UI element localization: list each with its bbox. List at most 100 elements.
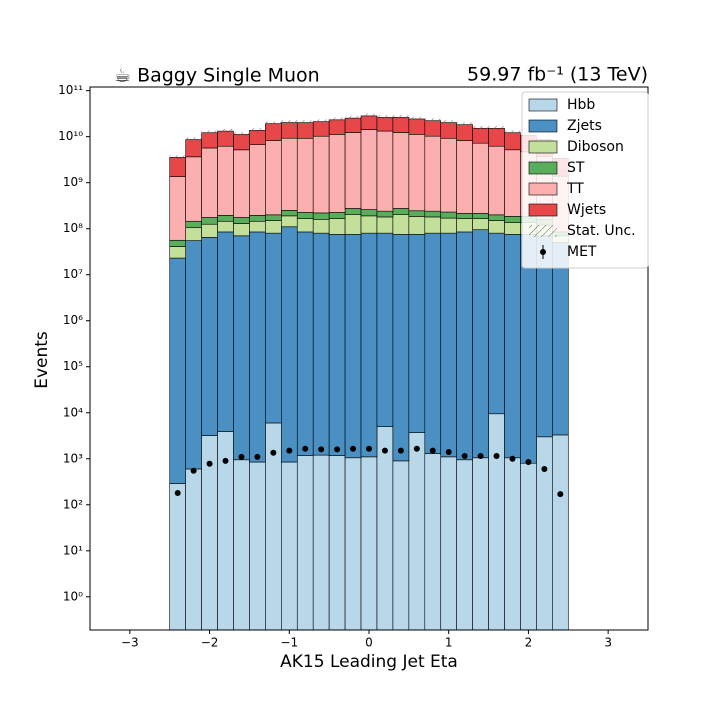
- data-point: [254, 453, 261, 460]
- histogram-bar: [408, 432, 426, 631]
- data-point: [445, 449, 452, 456]
- histogram-bar: [344, 132, 362, 209]
- uncertainty-band: [504, 130, 521, 135]
- histogram-bar: [265, 232, 282, 424]
- histogram-bar: [504, 457, 521, 631]
- uncertainty-band: [329, 117, 346, 123]
- data-point: [286, 447, 293, 454]
- histogram-bar: [233, 134, 250, 151]
- data-point: [525, 459, 532, 466]
- y-tick-label: 10⁴: [63, 405, 83, 419]
- y-tick-label: 10⁸: [63, 221, 83, 235]
- histogram-bar: [185, 227, 202, 241]
- histogram-bar: [360, 129, 378, 210]
- histogram-bar: [488, 145, 505, 216]
- histogram-bar: [233, 217, 250, 224]
- uncertainty-band: [424, 118, 441, 123]
- x-tick-label: 3: [604, 636, 612, 650]
- y-tick-label: 10⁵: [63, 359, 83, 373]
- histogram-bar: [520, 234, 537, 464]
- histogram-bar: [472, 229, 489, 459]
- histogram-bar: [217, 130, 234, 147]
- histogram-bar: [185, 468, 202, 631]
- y-tick-label: 10⁷: [63, 267, 83, 281]
- data-point: [334, 446, 341, 453]
- data-point: [206, 460, 213, 467]
- y-tick-label: 10¹: [63, 543, 83, 557]
- histogram-bar: [472, 213, 489, 219]
- histogram-bar: [281, 122, 298, 139]
- histogram-bar: [328, 455, 346, 631]
- legend-marker: [540, 249, 546, 255]
- histogram-bar: [376, 130, 394, 212]
- histogram-bar: [552, 434, 569, 631]
- histogram-bar: [424, 135, 442, 212]
- histogram-bar: [265, 220, 282, 234]
- histogram-bar: [408, 216, 426, 235]
- histogram-bar: [328, 134, 346, 213]
- histogram-bar: [408, 118, 426, 135]
- uncertainty-band: [249, 128, 266, 133]
- histogram-bar: [217, 145, 234, 216]
- histogram-bar: [249, 144, 266, 216]
- uncertainty-band: [392, 115, 409, 120]
- histogram-bar: [328, 234, 346, 456]
- x-axis-label: AK15 Leading Jet Eta: [280, 652, 458, 672]
- histogram-bar: [281, 137, 298, 211]
- histogram-bar: [201, 236, 218, 436]
- histogram-bar: [233, 223, 250, 237]
- histogram-bar: [169, 176, 186, 241]
- uncertainty-band: [281, 120, 298, 125]
- histogram-bar: [169, 483, 186, 631]
- data-point: [302, 445, 309, 452]
- histogram-bar: [312, 232, 330, 456]
- x-tick-label: 2: [525, 636, 533, 650]
- histogram-bar: [185, 156, 202, 222]
- histogram-bar: [201, 147, 218, 218]
- histogram-bar: [249, 215, 266, 222]
- legend-swatch: [528, 140, 558, 154]
- data-point: [477, 452, 484, 459]
- histogram-bar: [360, 232, 378, 458]
- y-tick-label: 10¹¹: [58, 83, 83, 97]
- data-point: [461, 452, 468, 459]
- histogram-bar: [456, 213, 473, 219]
- legend-swatch: [528, 119, 558, 133]
- x-tick-label: 1: [445, 636, 453, 650]
- data-point: [318, 446, 325, 453]
- histogram-bar: [440, 217, 457, 234]
- data-point: [238, 453, 245, 460]
- histogram-bar: [488, 220, 505, 234]
- legend-swatch: [528, 203, 558, 217]
- histogram-bar: [392, 117, 410, 133]
- histogram-bar: [281, 210, 298, 217]
- histogram-bar: [281, 461, 298, 631]
- histogram-bar: [344, 234, 362, 459]
- histogram-bar: [472, 142, 489, 214]
- histogram-bar: [360, 215, 378, 234]
- uncertainty-band: [201, 130, 218, 135]
- histogram-bar: [312, 218, 330, 234]
- histogram-bar: [201, 217, 218, 225]
- legend-label: ST: [567, 160, 585, 176]
- histogram-bar: [169, 239, 186, 247]
- histogram-bar: [520, 462, 537, 631]
- histogram-bar: [169, 157, 186, 177]
- histogram-bar: [376, 426, 394, 631]
- histogram-bar: [376, 232, 394, 427]
- histogram-bar: [328, 218, 346, 235]
- histogram-bar: [360, 209, 378, 217]
- uncertainty-band: [185, 137, 202, 142]
- data-point: [222, 457, 229, 464]
- histogram-bar: [169, 257, 186, 484]
- histogram-bar: [344, 208, 362, 215]
- uncertainty-band: [376, 115, 393, 120]
- histogram-bar: [408, 234, 426, 433]
- histogram-bar: [456, 459, 473, 631]
- histogram-bar: [376, 210, 394, 218]
- histogram-bar: [217, 215, 234, 222]
- histogram-bar: [233, 459, 250, 631]
- y-tick-label: 10⁹: [63, 175, 83, 189]
- histogram-bar: [233, 149, 250, 218]
